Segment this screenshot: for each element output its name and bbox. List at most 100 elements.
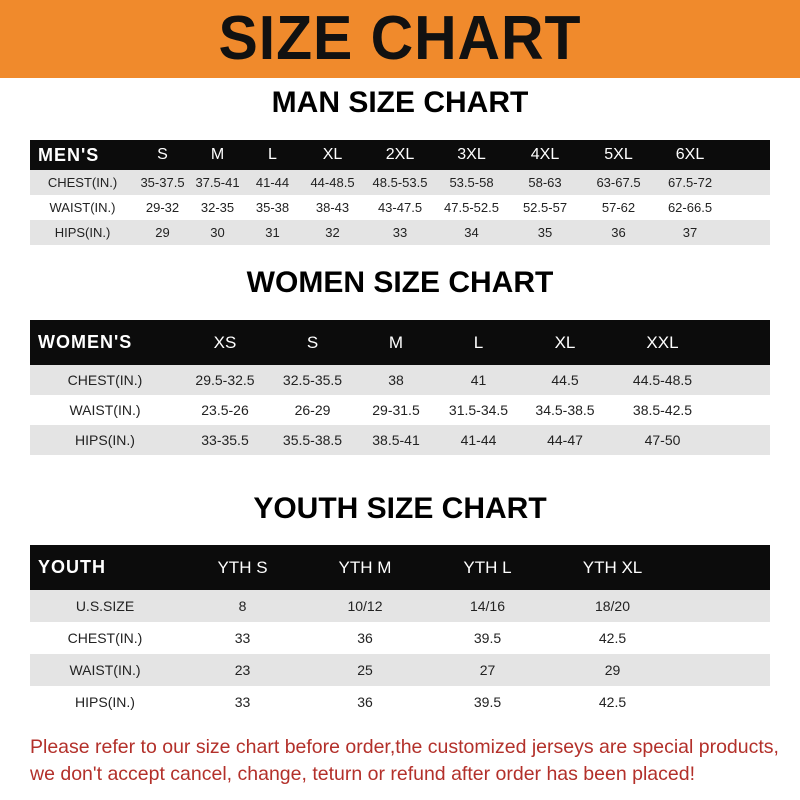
size-header: XS [180,320,270,365]
row-label: CHEST(IN.) [67,630,143,646]
size-value: 35-37.5 [135,170,190,195]
size-value: 58-63 [508,170,582,195]
men-section-title: MAN SIZE CHART [271,86,529,119]
table-row: WAIST(IN.) 23.5-26 26-29 29-31.5 31.5-34.5 34… [30,395,770,425]
size-value: 32-35 [200,200,235,215]
men-size-table: MEN'S S M L XL 2XL 3XL 4XL 5XL 6XL CHEST(IN.) 35-37… [30,140,770,245]
size-value: 35-38 [255,200,290,215]
header-row: MEN'S S M L XL 2XL 3XL 4XL 5XL 6XL [30,140,770,170]
size-value: 67.5-72 [655,170,725,195]
size-header: M [190,140,245,170]
empty-cell [725,140,770,170]
size-value: 44.5 [520,365,610,395]
size-value: 38-43 [315,200,350,215]
size-value: 42.5 [598,630,627,646]
size-value: 32 [300,220,365,245]
size-value: 42.5 [598,694,627,710]
size-header: YTH S [180,545,305,590]
size-value: 41-44 [245,170,300,195]
size-value: 34.5-38.5 [535,402,595,418]
size-header: 2XL [365,140,435,170]
size-value: 37 [655,220,725,245]
empty-cell [675,654,770,686]
size-value: 52.5-57 [522,200,568,215]
table-row: HIPS(IN.) 29 30 31 32 33 34 35 36 37 [30,220,770,245]
page-title: SIZE CHART [218,4,582,73]
size-value: 29-31.5 [372,402,420,418]
size-value: 44.5-48.5 [610,365,715,395]
size-value: 33-35.5 [180,425,270,455]
row-label: U.S.SIZE [30,590,180,622]
size-value: 47.5-52.5 [444,200,499,215]
notice-line: Please refer to our size chart before or… [30,736,779,758]
size-value: 38 [355,365,437,395]
row-label: HIPS(IN.) [30,425,180,455]
youth-section-title: YOUTH SIZE CHART [253,492,547,525]
size-value: 35 [508,220,582,245]
empty-cell [725,170,770,195]
row-label: CHEST(IN.) [30,365,180,395]
size-header: YTH M [305,545,425,590]
size-value: 25 [305,654,425,686]
size-value: 23.5-26 [201,402,249,418]
size-value: 29.5-32.5 [180,365,270,395]
empty-cell [725,220,770,245]
women-size-table: WOMEN'S XS S M L XL XXL CHEST(IN.) 29.5-32.5 32.5… [30,320,770,455]
size-value: 27 [425,654,550,686]
size-value: 36 [582,220,655,245]
size-value: 30 [190,220,245,245]
header-row: WOMEN'S XS S M L XL XXL [30,320,770,365]
size-value: 43-47.5 [377,200,423,215]
size-value: 53.5-58 [435,170,508,195]
size-value: 32.5-35.5 [270,365,355,395]
row-label: WAIST(IN.) [49,200,116,215]
table-row: WAIST(IN.) 29-32 32-35 35-38 38-43 43-47.5 47.… [30,195,770,220]
row-label: WAIST(IN.) [30,654,180,686]
size-value: 48.5-53.5 [365,170,435,195]
size-header: S [270,320,355,365]
group-label: MEN'S [30,140,135,170]
size-value: 63-67.5 [582,170,655,195]
size-value: 18/20 [550,590,675,622]
size-value: 35.5-38.5 [270,425,355,455]
empty-cell [675,622,770,654]
size-header: 6XL [655,140,725,170]
size-value: 44-48.5 [300,170,365,195]
size-value: 29 [135,220,190,245]
table-row: CHEST(IN.) 35-37.5 37.5-41 41-44 44-48.5 48.5… [30,170,770,195]
youth-size-table: YOUTH YTH S YTH M YTH L YTH XL U.S.SIZE 8 10/12… [30,545,770,718]
size-header: XL [300,140,365,170]
table-row: CHEST(IN.) 29.5-32.5 32.5-35.5 38 41 44.5 44.5… [30,365,770,395]
table-row: HIPS(IN.) 33 36 39.5 42.5 [30,686,770,718]
size-value: 33 [234,694,251,710]
size-value: 33 [234,630,251,646]
empty-cell [725,195,770,220]
size-header: YTH XL [550,545,675,590]
size-value: 31 [245,220,300,245]
group-label: WOMEN'S [30,320,180,365]
size-header: 4XL [508,140,582,170]
size-value: 36 [357,630,373,646]
size-value: 23 [180,654,305,686]
size-value: 37.5-41 [190,170,245,195]
size-value: 39.5 [473,630,502,646]
size-value: 47-50 [610,425,715,455]
size-value: 10/12 [305,590,425,622]
size-value: 41 [437,365,520,395]
table-row: HIPS(IN.) 33-35.5 35.5-38.5 38.5-41 41-44 44-… [30,425,770,455]
title-banner: SIZE CHART [0,0,800,78]
table-row: WAIST(IN.) 23 25 27 29 [30,654,770,686]
size-header: 5XL [582,140,655,170]
empty-cell [715,395,770,425]
size-value: 33 [365,220,435,245]
size-value: 38.5-41 [355,425,437,455]
empty-cell [715,320,770,365]
table-row: U.S.SIZE 8 10/12 14/16 18/20 [30,590,770,622]
size-header: L [245,140,300,170]
size-value: 31.5-34.5 [448,402,509,418]
size-header: YTH L [425,545,550,590]
row-label: HIPS(IN.) [75,694,135,710]
empty-cell [715,365,770,395]
size-value: 57-62 [601,200,636,215]
size-header: L [437,320,520,365]
